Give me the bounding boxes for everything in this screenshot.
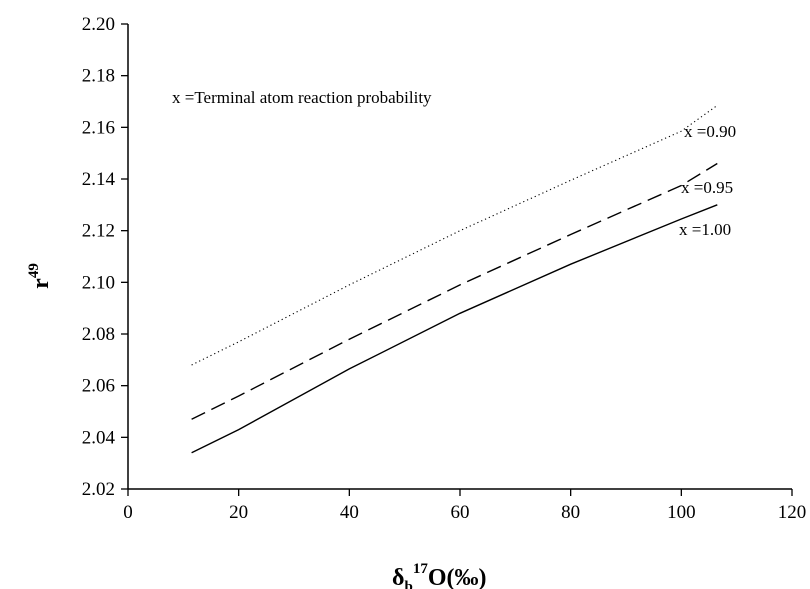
y-tick-label: 2.08 bbox=[82, 324, 115, 345]
y-axis-title-base: r bbox=[28, 278, 54, 289]
x-tick-label: 100 bbox=[667, 502, 696, 523]
x-axis-title-sub: b bbox=[404, 579, 412, 589]
x-tick-label: 80 bbox=[561, 502, 580, 523]
series-line-3 bbox=[191, 204, 718, 454]
y-axis-title-sup: 49 bbox=[26, 263, 42, 278]
x-axis-title: δb17O(‰) bbox=[392, 561, 486, 589]
series-lines bbox=[191, 104, 718, 454]
series-label-3: x =1.00 bbox=[679, 220, 731, 239]
series-line-1 bbox=[191, 104, 718, 366]
x-tick-label: 120 bbox=[778, 502, 807, 523]
x-axis-title-base: δ bbox=[392, 565, 404, 589]
y-tick-label: 2.10 bbox=[82, 272, 115, 293]
y-tick-label: 2.14 bbox=[82, 169, 116, 190]
x-tick-label: 40 bbox=[340, 502, 359, 523]
axis-ticks bbox=[121, 23, 793, 496]
series-label-2: x =0.95 bbox=[681, 178, 733, 197]
x-tick-label: 20 bbox=[229, 502, 248, 523]
y-tick-label: 2.04 bbox=[82, 427, 116, 448]
y-tick-label: 2.12 bbox=[82, 221, 115, 242]
x-tick-labels: 0 20 40 60 80 100 120 bbox=[123, 502, 806, 523]
y-tick-label: 2.16 bbox=[82, 117, 115, 138]
y-tick-label: 2.18 bbox=[82, 66, 115, 87]
y-tick-label: 2.20 bbox=[82, 14, 115, 35]
x-axis-title-rest: O(‰) bbox=[428, 565, 487, 589]
annotation-text: x =Terminal atom reaction probability bbox=[172, 88, 432, 107]
y-tick-label: 2.02 bbox=[82, 479, 115, 500]
series-line-2 bbox=[191, 162, 718, 420]
y-axis-title: r49 bbox=[26, 263, 54, 289]
y-tick-labels: 2.02 2.04 2.06 2.08 2.10 2.12 2.14 2.16 2.18 2.20 bbox=[82, 14, 116, 500]
x-axis-title-sup: 17 bbox=[413, 561, 429, 577]
series-label-1: x =0.90 bbox=[684, 122, 736, 141]
y-tick-label: 2.06 bbox=[82, 376, 115, 397]
x-tick-label: 0 bbox=[123, 502, 133, 523]
x-tick-label: 60 bbox=[451, 502, 470, 523]
